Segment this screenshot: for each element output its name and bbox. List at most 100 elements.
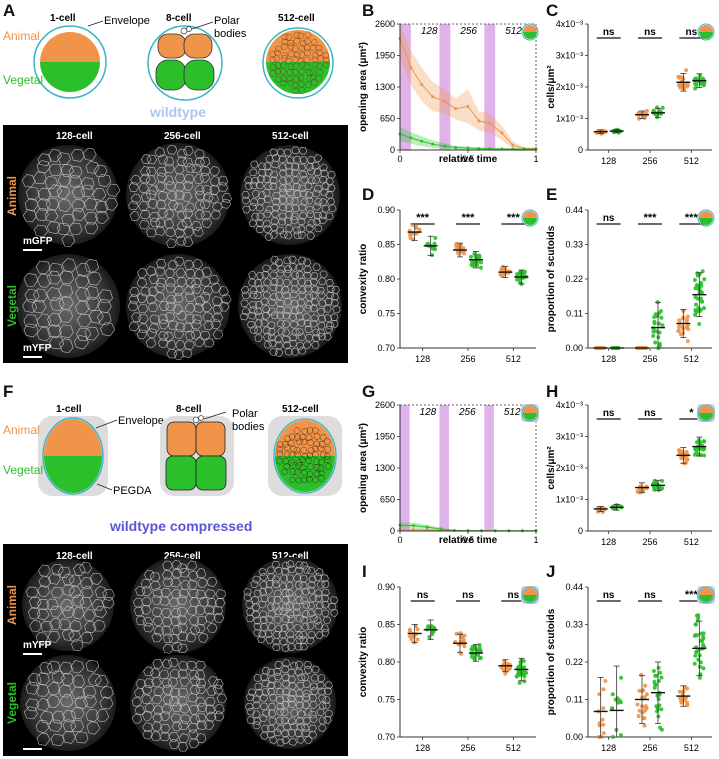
- e-dot-256-vegetal-12: [651, 329, 656, 334]
- c-xtick-label-256: 256: [642, 156, 657, 166]
- i-xtick-label-256: 256: [460, 743, 475, 753]
- e-dot-512-vegetal-29: [698, 296, 703, 301]
- j-dot-512-animal-16: [685, 703, 690, 707]
- stage-label-8cell: 8-cell: [166, 13, 192, 24]
- g-frame: [399, 404, 537, 532]
- b-point-animal-9: [500, 131, 504, 135]
- e-dot-256-vegetal-18: [653, 312, 658, 317]
- h-xtick-label-256: 256: [642, 537, 657, 547]
- e-dot-512-vegetal-11: [702, 277, 707, 282]
- g-window-128: [400, 405, 410, 531]
- d-sig-label-128: ***: [416, 212, 430, 224]
- j-dot-256-vegetal-12: [653, 673, 658, 678]
- g-ytick-label-0: 0: [390, 526, 395, 536]
- e-dot-512-vegetal-15: [695, 283, 700, 288]
- j-dot-256-animal-18: [639, 672, 644, 677]
- b-point-animal-6: [466, 104, 470, 108]
- d-ytick-label-2: 0.80: [377, 274, 395, 284]
- h-sig-label-256: ns: [644, 408, 656, 419]
- j-dot-512-animal-14: [680, 699, 685, 703]
- b-window-label-256: 256: [459, 26, 477, 37]
- d-xtick-label-128: 128: [415, 354, 430, 364]
- c-dot-512-vegetal-20: [698, 73, 703, 78]
- mic-col-128-f: 128-cell: [56, 551, 93, 562]
- d-dot-256-vegetal-16: [470, 263, 475, 268]
- c-dot-512-animal-20: [685, 83, 690, 88]
- g-window-label-256: 256: [458, 407, 476, 418]
- h-dot-512-vegetal-24: [692, 452, 697, 457]
- e-dot-512-vegetal-22: [698, 289, 703, 294]
- e-dot-512-vegetal-17: [699, 281, 704, 285]
- j-dot-512-vegetal-10: [693, 622, 698, 627]
- e-ytick-label-1: 0.11: [566, 309, 583, 319]
- c-dot-512-animal-0: [684, 68, 689, 73]
- c-ytick-label-1: 1x10⁻³: [556, 114, 583, 124]
- d-dot-256-vegetal-20: [475, 255, 480, 260]
- i-dot-128-vegetal-11: [427, 625, 431, 630]
- j-dot-256-animal-10: [641, 716, 646, 720]
- j-sig-label-256: ns: [644, 590, 656, 601]
- condition-label-wildtype: wildtype: [149, 104, 206, 120]
- e-dot-256-vegetal-1: [660, 323, 665, 328]
- polar-bodies-label-f: Polar bodies: [232, 408, 265, 433]
- chart-panel-d: 0.70 0.75 0.80 0.85 0.90 convexity ratio 128 **…: [358, 205, 539, 364]
- j-dot-256-vegetal-3: [655, 709, 659, 714]
- j-xtick-label-256: 256: [642, 743, 657, 753]
- vegetal-label-f: Vegetal: [3, 463, 43, 477]
- b-point-animal-7: [477, 119, 481, 123]
- b-ytick-label-1: 650: [380, 114, 395, 124]
- j-dot-512-vegetal-29: [696, 615, 701, 620]
- e-dot-512-vegetal-27: [694, 310, 699, 315]
- e-xtick-label-128: 128: [601, 354, 616, 364]
- e-sig-label-128: ns: [603, 213, 615, 224]
- i-dot-512-animal-17: [506, 667, 511, 672]
- d-xtick-label-256: 256: [460, 354, 475, 364]
- h-dot-512-vegetal-4: [702, 453, 707, 458]
- chart-panel-g: 0 650 1300 1950 2600 opening area (μm²) 128 256…: [358, 400, 539, 546]
- i-sig-label-512: ns: [507, 590, 519, 601]
- h-dot-128-animal-8: [600, 510, 605, 514]
- b-xtick-label-0: 0: [397, 154, 402, 164]
- j-dot-256-vegetal-17: [659, 727, 664, 732]
- j-dot-512-animal-12: [680, 692, 685, 696]
- e-dot-512-animal-8: [685, 314, 690, 319]
- i-ytick-label-1: 0.75: [377, 695, 395, 705]
- e-dot-512-vegetal-24: [700, 299, 705, 304]
- d-dot-256-vegetal-8: [478, 265, 483, 270]
- j-dot-256-animal-0: [636, 714, 641, 719]
- b-ytick-label-4: 2600: [375, 19, 395, 29]
- c-ytick-label-3: 3x10⁻³: [556, 51, 583, 61]
- c-ytick-label-0: 0: [578, 145, 583, 155]
- chart-panel-e: 0.00 0.11 0.22 0.33 0.44 proportion of scutoi…: [546, 205, 715, 364]
- b-band-animal: [400, 24, 536, 150]
- j-dot-256-vegetal-22: [655, 693, 660, 698]
- b-window-label-128: 128: [421, 26, 438, 37]
- g-xtick-label-1: 0.5: [462, 535, 475, 545]
- envelope-label-f: Envelope: [118, 415, 164, 427]
- vegetal-hemisphere: [40, 62, 100, 92]
- i-xtick-label-512: 512: [506, 743, 521, 753]
- j-dot-256-vegetal-7: [656, 714, 661, 719]
- b-point-animal-8: [488, 121, 492, 125]
- j-dot-256-vegetal-13: [653, 682, 658, 687]
- j-dot-256-animal-19: [635, 702, 640, 707]
- h-dot-256-vegetal-16: [652, 485, 657, 490]
- d-dot-256-animal-17: [455, 245, 460, 250]
- panel-letter-e: E: [546, 185, 557, 204]
- e-dot-512-animal-10: [685, 317, 690, 322]
- e-sig-label-256: ***: [644, 212, 658, 224]
- e-dot-256-vegetal-21: [652, 321, 657, 326]
- i-dot-128-animal-11: [415, 627, 420, 632]
- j-dot-512-vegetal-5: [693, 653, 698, 658]
- e-dot-512-vegetal-31: [700, 269, 705, 274]
- envelope-8cell: [147, 25, 223, 101]
- vegetal-label: Vegetal: [3, 73, 43, 87]
- c-dot-512-vegetal-19: [702, 81, 707, 86]
- j-dot-128-animal-9: [601, 687, 606, 692]
- e-ytick-label-4: 0.44: [565, 205, 583, 215]
- i-dot-128-animal-5: [415, 637, 420, 642]
- i-sig-label-128: ns: [417, 590, 429, 601]
- c-dot-512-animal-21: [680, 84, 685, 89]
- g-xtick-label-2: 1: [533, 535, 538, 545]
- b-point-vegetal-4: [443, 144, 447, 148]
